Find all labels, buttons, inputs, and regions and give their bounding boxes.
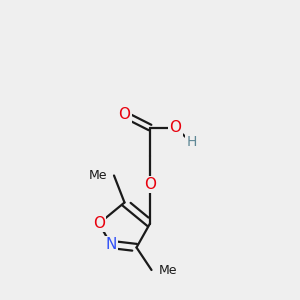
Text: Me: Me: [159, 263, 177, 277]
Text: Me: Me: [88, 169, 107, 182]
Text: N: N: [105, 237, 117, 252]
Text: O: O: [118, 107, 130, 122]
Text: H: H: [186, 136, 197, 149]
Text: O: O: [169, 120, 181, 135]
Text: O: O: [93, 216, 105, 231]
Text: O: O: [144, 177, 156, 192]
